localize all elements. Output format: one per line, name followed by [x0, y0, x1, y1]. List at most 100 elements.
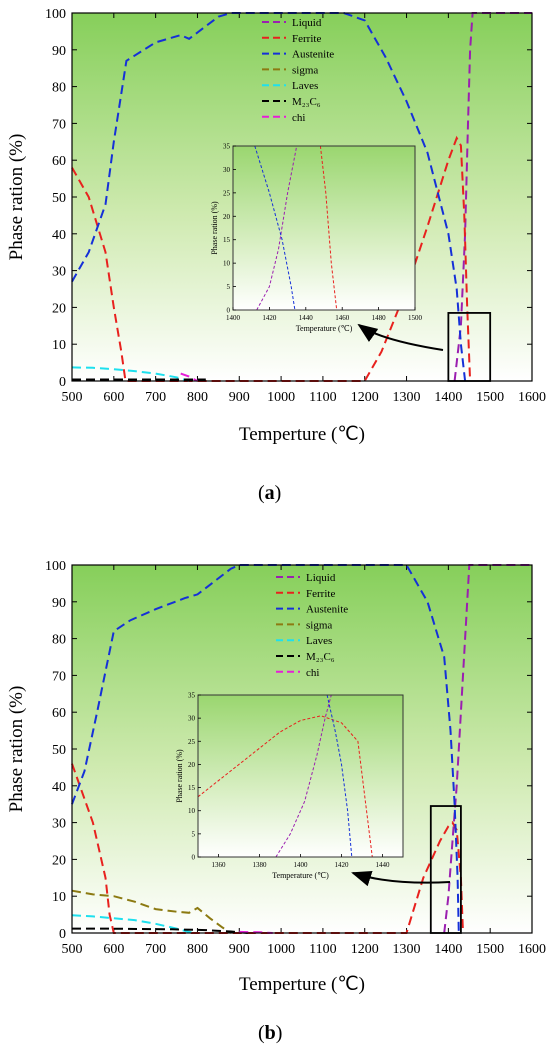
legend-label: Liquid: [292, 17, 322, 29]
zoom-box: [447, 312, 492, 382]
series-line-liquid: [443, 564, 532, 934]
inset-x-tick-label: 1360: [212, 861, 227, 869]
inset-x-tick-label: 1420: [335, 861, 350, 869]
legend-label: M₂₃C₆: [306, 651, 335, 663]
inset-chart: 1400 1420 1440 1460 1480 1500 0 5 10 15 20 25 30 35 Te…: [210, 143, 423, 334]
y-tick-label: 10: [52, 338, 66, 353]
y-tick-label: 80: [52, 633, 66, 648]
x-tick-label: 500: [62, 390, 83, 405]
inset-x-axis-label: Temperature (℃): [272, 871, 329, 880]
y-tick-label: 60: [52, 154, 66, 169]
plot-frame: [71, 564, 533, 934]
y-tick-label: 40: [52, 780, 66, 795]
x-tick-label: 1500: [476, 390, 504, 405]
series-line-ferrite: [71, 135, 472, 382]
y-axis-label: Phase ration (%): [6, 686, 27, 813]
x-tick-label: 1500: [476, 942, 504, 957]
x-tick-label: 1600: [518, 390, 546, 405]
inset-y-tick-label: 5: [227, 283, 231, 291]
y-tick-label: 80: [52, 81, 66, 96]
inset-x-tick-label: 1400: [294, 861, 309, 869]
inset-x-tick-label: 1380: [253, 861, 268, 869]
x-tick-label: 600: [103, 390, 124, 405]
x-tick-label: 600: [103, 942, 124, 957]
x-tick-label: 800: [187, 390, 208, 405]
inset-y-tick-label: 15: [188, 784, 196, 792]
x-axis-label: Temperture (℃): [239, 424, 365, 445]
y-tick-label: 70: [52, 669, 66, 684]
y-tick-label: 30: [52, 817, 66, 832]
legend: Liquid Ferrite Austenite sigma Laves M₂₃C₆ chi: [276, 572, 348, 679]
inset-x-tick-label: 1420: [262, 314, 277, 322]
legend-label: Austenite: [306, 604, 348, 616]
legend-label: Liquid: [306, 572, 336, 584]
inset-x-tick-label: 1440: [376, 861, 391, 869]
inset-y-tick-label: 10: [188, 807, 196, 815]
series-line-austenite: [71, 12, 467, 382]
x-tick-label: 1100: [309, 942, 336, 957]
inset-x-tick-label: 1440: [299, 314, 314, 322]
inset-series-line: [256, 145, 298, 311]
inset-y-tick-label: 5: [192, 830, 196, 838]
y-tick-label: 90: [52, 596, 66, 611]
inset-x-axis-label: Temperature (℃): [296, 324, 353, 333]
y-tick-label: 20: [52, 301, 66, 316]
zoom-box: [429, 805, 462, 934]
x-tick-label: 1200: [351, 390, 379, 405]
inset-y-tick-label: 30: [223, 166, 231, 174]
inset-background: [198, 695, 403, 857]
inset-y-tick-label: 0: [192, 854, 196, 862]
series-line-sigma: [71, 889, 232, 934]
y-tick-label: 0: [59, 927, 66, 942]
x-tick-label: 1300: [393, 942, 421, 957]
y-tick-label: 70: [52, 117, 66, 132]
inset-y-axis-label: Phase ration (%): [175, 749, 184, 803]
y-tick-label: 20: [52, 853, 66, 868]
plot-frame: [71, 12, 533, 382]
legend-label: M₂₃C₆: [292, 96, 321, 108]
inset-series-line: [326, 694, 353, 858]
y-tick-label: 50: [52, 743, 66, 758]
x-tick-label: 800: [187, 942, 208, 957]
x-axis-label: Temperture (℃): [239, 974, 365, 995]
inset-y-tick-label: 25: [223, 189, 231, 197]
inset-series-line: [254, 145, 296, 311]
panel-label-b: (b): [258, 1022, 283, 1044]
x-tick-label: 500: [62, 942, 83, 957]
legend-label: Laves: [292, 80, 318, 92]
y-tick-label: 100: [45, 7, 66, 22]
y-tick-label: 50: [52, 191, 66, 206]
y-tick-label: 30: [52, 265, 66, 280]
legend-label: Ferrite: [292, 33, 321, 45]
x-tick-label: 1000: [267, 390, 295, 405]
inset-x-tick-label: 1500: [408, 314, 423, 322]
legend-label: chi: [306, 667, 319, 679]
inset-y-tick-label: 10: [223, 260, 231, 268]
series-line-laves: [71, 366, 190, 382]
series-line-mc: [72, 927, 248, 934]
y-tick-label: 0: [59, 375, 66, 390]
x-tick-label: 700: [145, 390, 166, 405]
x-tick-label: 1400: [434, 390, 462, 405]
zoom-arrow: [351, 870, 451, 887]
y-tick-label: 60: [52, 706, 66, 721]
legend-label: sigma: [306, 619, 332, 631]
y-tick-label: 40: [52, 228, 66, 243]
x-tick-label: 900: [229, 390, 250, 405]
x-tick-label: 1600: [518, 942, 546, 957]
x-tick-label: 1400: [434, 942, 462, 957]
legend-label: sigma: [292, 64, 318, 76]
inset-y-tick-label: 25: [188, 738, 196, 746]
x-tick-label: 700: [145, 942, 166, 957]
inset-x-tick-label: 1400: [226, 314, 241, 322]
inset-background: [233, 146, 415, 310]
x-tick-label: 1100: [309, 390, 336, 405]
series-line-chi: [180, 372, 198, 382]
legend-label: chi: [292, 112, 305, 124]
inset-x-tick-label: 1460: [335, 314, 350, 322]
inset-chart: 1360 1380 1400 1420 1440 0 5 10 15 20 25 30 35 Temper…: [175, 692, 404, 880]
legend-label: Austenite: [292, 49, 334, 61]
inset-y-tick-label: 15: [223, 236, 231, 244]
y-tick-label: 90: [52, 44, 66, 59]
